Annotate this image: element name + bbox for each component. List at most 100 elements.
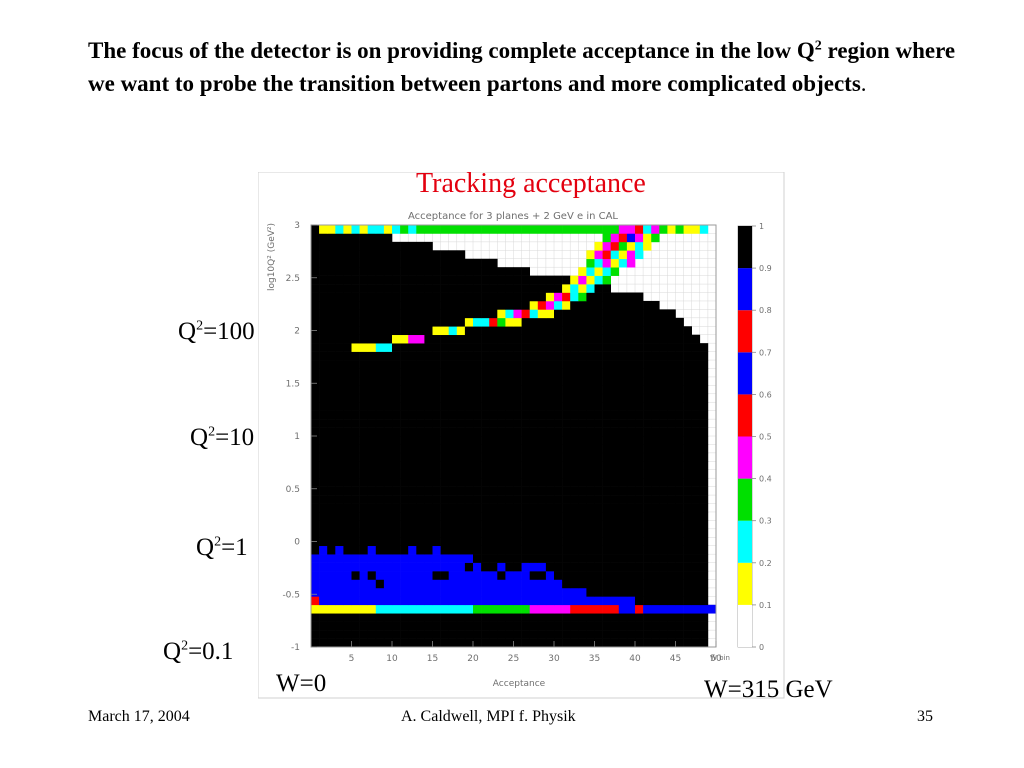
heatmap-cell	[529, 410, 539, 420]
heatmap-cell	[456, 436, 466, 445]
heatmap-cell	[505, 343, 514, 352]
heatmap-cell	[626, 351, 636, 361]
heatmap-cell	[618, 511, 628, 521]
heatmap-cell	[343, 545, 352, 555]
heatmap-cell	[335, 309, 344, 319]
heatmap-cell	[440, 376, 449, 386]
heatmap-cell	[408, 571, 417, 580]
heatmap-cell	[529, 613, 539, 622]
heatmap-cell	[359, 613, 368, 622]
heatmap-cell	[562, 495, 571, 504]
heatmap-cell	[424, 284, 433, 293]
heatmap-cell	[408, 351, 417, 361]
heatmap-cell	[448, 309, 458, 319]
heatmap-cell	[497, 478, 506, 487]
heatmap-cell	[383, 511, 393, 521]
heatmap-cell	[400, 554, 409, 563]
heatmap-cell	[529, 343, 539, 352]
heatmap-cell	[327, 241, 336, 251]
heatmap-cell	[359, 436, 368, 445]
heatmap-cell	[586, 225, 595, 234]
heatmap-cell	[497, 326, 506, 336]
heatmap-cell	[440, 351, 449, 361]
heatmap-cell	[505, 225, 514, 234]
heatmap-cell	[651, 545, 660, 555]
heatmap-cell	[473, 587, 482, 597]
heatmap-cell	[383, 334, 393, 344]
heatmap-cell	[602, 486, 611, 496]
heatmap-cell	[554, 562, 563, 572]
heatmap-cell	[586, 461, 595, 471]
heatmap-cell	[699, 621, 709, 631]
heatmap-cell	[432, 511, 441, 521]
heatmap-cell	[497, 334, 506, 344]
heatmap-cell	[375, 376, 385, 386]
heatmap-cell	[464, 436, 474, 445]
heatmap-cell	[683, 596, 692, 606]
heatmap-cell	[440, 452, 449, 462]
heatmap-cell	[489, 638, 498, 648]
heatmap-cell	[521, 486, 530, 496]
heatmap-cell	[432, 503, 441, 513]
heatmap-cell	[400, 292, 409, 302]
heatmap-cell	[513, 452, 522, 462]
heatmap-cell	[375, 537, 385, 547]
heatmap-cell	[367, 376, 377, 386]
heatmap-cell	[432, 571, 441, 580]
heatmap-cell	[473, 621, 482, 631]
heatmap-cell	[464, 469, 474, 479]
heatmap-cell	[489, 554, 498, 563]
heatmap-cell	[400, 452, 409, 462]
heatmap-cell	[586, 495, 595, 504]
heatmap-cell	[440, 579, 449, 589]
heatmap-cell	[440, 258, 449, 268]
heatmap-cell	[335, 554, 344, 563]
heatmap-cell	[432, 419, 441, 428]
heatmap-cell	[335, 360, 344, 369]
heatmap-cell	[367, 267, 377, 276]
heatmap-cell	[416, 250, 425, 260]
heatmap-cell	[699, 503, 709, 513]
heatmap-cell	[618, 579, 628, 589]
heatmap-cell	[537, 571, 547, 580]
heatmap-cell	[521, 275, 530, 285]
heatmap-cell	[537, 334, 547, 344]
colorbar-band	[738, 520, 752, 563]
heatmap-cell	[489, 427, 498, 437]
heatmap-cell	[359, 343, 368, 352]
heatmap-cell	[473, 452, 482, 462]
heatmap-cell	[562, 545, 571, 555]
heatmap-cell	[554, 376, 563, 386]
plot-title: Tracking acceptance	[416, 168, 646, 199]
heatmap-cell	[400, 486, 409, 496]
heatmap-cell	[545, 630, 555, 639]
heatmap-cell	[481, 554, 490, 563]
colorbar-band	[738, 310, 752, 353]
heatmap-cell	[586, 351, 595, 361]
heatmap-cell	[699, 368, 709, 378]
heatmap-cell	[513, 351, 522, 361]
heatmap-cell	[383, 233, 393, 243]
heatmap-cell	[545, 461, 555, 471]
heatmap-cell	[456, 326, 466, 336]
heatmap-cell	[375, 630, 385, 639]
heatmap-cell	[440, 292, 449, 302]
heatmap-cell	[554, 317, 563, 327]
heatmap-cell	[416, 284, 425, 293]
heatmap-cell	[513, 376, 522, 386]
heatmap-cell	[335, 402, 344, 411]
heatmap-cell	[578, 630, 587, 639]
heatmap-cell	[367, 469, 377, 479]
heatmap-cell	[626, 596, 636, 606]
heatmap-cell	[319, 511, 328, 521]
heatmap-cell	[675, 545, 684, 555]
heatmap-cell	[659, 613, 668, 622]
heatmap-cell	[594, 419, 603, 428]
heatmap-cell	[537, 478, 547, 487]
heatmap-cell	[554, 571, 563, 580]
heatmap-cell	[327, 368, 336, 378]
heatmap-cell	[432, 478, 441, 487]
heatmap-cell	[578, 292, 587, 302]
heatmap-cell	[651, 478, 660, 487]
heatmap-cell	[432, 579, 441, 589]
